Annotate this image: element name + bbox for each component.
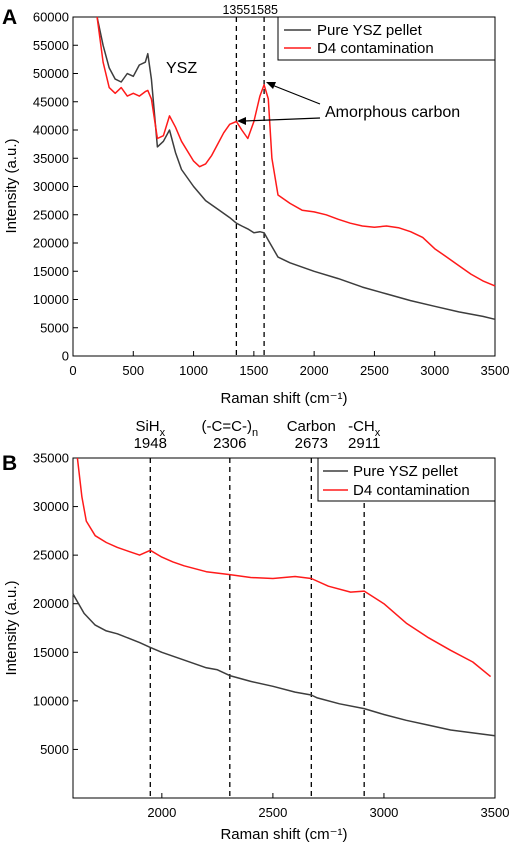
peak-name: (-C=C-): [202, 418, 252, 435]
panel-a-x-axis: 0 500 1000 1500 2000 2500 3000 3500: [69, 351, 509, 378]
peak-subscript: x: [160, 427, 166, 439]
x-tick-label: 1500: [239, 363, 268, 378]
x-tick-label: 2500: [360, 363, 389, 378]
panel-b-legend: Pure YSZ pellet D4 contamination: [317, 457, 496, 502]
peak-label-1948: SiHx: [135, 418, 165, 439]
peak-wavenumber-2306: 2306: [213, 435, 246, 452]
panel-a-x-axis-title: Raman shift (cm⁻¹): [220, 390, 347, 407]
peak-label-2911: -CHx: [348, 418, 381, 439]
x-tick-label: 500: [122, 363, 144, 378]
y-tick-label: 35000: [33, 151, 69, 166]
peak-label-2306: (-C=C-)n: [202, 418, 259, 439]
guide-label-1585: 1585: [250, 3, 278, 17]
peak-name: -CH: [348, 418, 375, 435]
y-tick-label: 30000: [33, 179, 69, 194]
series-line-pure: [96, 16, 496, 321]
y-tick-label: 45000: [33, 94, 69, 109]
panel-a-y-axis: 0 5000 10000 15000 20000 25000 30000 35000 40000…: [33, 10, 78, 364]
y-tick-label: 50000: [33, 66, 69, 81]
arrowhead-1585: [266, 82, 276, 89]
legend-label-d4: D4 contamination: [353, 482, 470, 499]
y-tick-label: 0: [62, 349, 69, 364]
guide-label-1355: 1355: [222, 3, 250, 17]
x-tick-label: 1000: [179, 363, 208, 378]
panel-b-plot-frame: [72, 457, 496, 799]
legend-label-d4: D4 contamination: [317, 40, 434, 57]
legend-label-pure: Pure YSZ pellet: [353, 463, 459, 480]
y-tick-label: 35000: [33, 451, 69, 466]
panel-b-label: B: [2, 452, 17, 475]
y-tick-label: 30000: [33, 499, 69, 514]
x-tick-label: 3500: [481, 805, 510, 820]
y-tick-label: 15000: [33, 645, 69, 660]
peak-wavenumber-2673: 2673: [295, 435, 328, 452]
panel-b-y-axis: 5000 10000 15000 20000 25000 30000 35000: [33, 451, 78, 757]
y-tick-label: 10000: [33, 693, 69, 708]
peak-name: Carbon: [287, 418, 336, 435]
peak-label-2673: Carbon: [287, 418, 336, 435]
y-tick-label: 20000: [33, 236, 69, 251]
series-line-d4: [76, 457, 492, 678]
peak-name: SiH: [135, 418, 159, 435]
legend-box: [317, 457, 496, 502]
panel-b-series: [72, 457, 496, 737]
y-tick-label: 5000: [40, 742, 69, 757]
x-tick-label: 3000: [420, 363, 449, 378]
series-line-d4: [96, 16, 496, 287]
arrow-to-1585: [271, 84, 321, 105]
x-tick-label: 2500: [258, 805, 287, 820]
panel-a: A 05000100001500020000250003000035000400…: [2, 3, 509, 407]
x-tick-label: 3000: [369, 805, 398, 820]
panel-b-x-axis-title: Raman shift (cm⁻¹): [220, 826, 347, 843]
y-tick-label: 40000: [33, 123, 69, 138]
y-tick-label: 5000: [40, 320, 69, 335]
annotation-amorphous-carbon: Amorphous carbon: [325, 104, 460, 121]
arrow-to-1355: [243, 117, 321, 122]
x-tick-label: 2000: [147, 805, 176, 820]
panel-a-guides: 1355 1585: [222, 3, 278, 356]
peak-subscript: x: [375, 427, 381, 439]
peak-wavenumber-1948: 1948: [134, 435, 167, 452]
x-tick-label: 2000: [300, 363, 329, 378]
y-tick-label: 20000: [33, 596, 69, 611]
legend-label-pure: Pure YSZ pellet: [317, 22, 423, 39]
panel-b-x-axis: 2000 2500 3000 3500: [147, 793, 509, 820]
panel-a-y-axis-title: Intensity (a.u.): [3, 138, 20, 233]
panel-b-y-axis-title: Intensity (a.u.): [3, 580, 20, 675]
panel-b: B 5000 10000 15000 20000 25000 30000 35000 200…: [2, 418, 509, 843]
legend-box: [277, 16, 496, 61]
y-tick-label: 55000: [33, 38, 69, 53]
y-tick-label: 10000: [33, 292, 69, 307]
y-tick-label: 60000: [33, 10, 69, 25]
y-tick-label: 15000: [33, 264, 69, 279]
arrowhead-1355: [237, 117, 246, 125]
panel-a-label: A: [2, 6, 17, 29]
x-tick-label: 3500: [481, 363, 510, 378]
y-tick-label: 25000: [33, 207, 69, 222]
annotation-arrows: [237, 82, 321, 125]
y-tick-label: 25000: [33, 548, 69, 563]
panel-a-legend: Pure YSZ pellet D4 contamination: [277, 16, 496, 61]
x-tick-label: 0: [69, 363, 76, 378]
peak-wavenumber-2911: 2911: [348, 435, 380, 452]
annotation-ysz: YSZ: [166, 60, 197, 77]
peak-subscript: n: [252, 427, 258, 439]
panel-a-series: [96, 16, 496, 321]
series-line-pure: [72, 593, 496, 737]
